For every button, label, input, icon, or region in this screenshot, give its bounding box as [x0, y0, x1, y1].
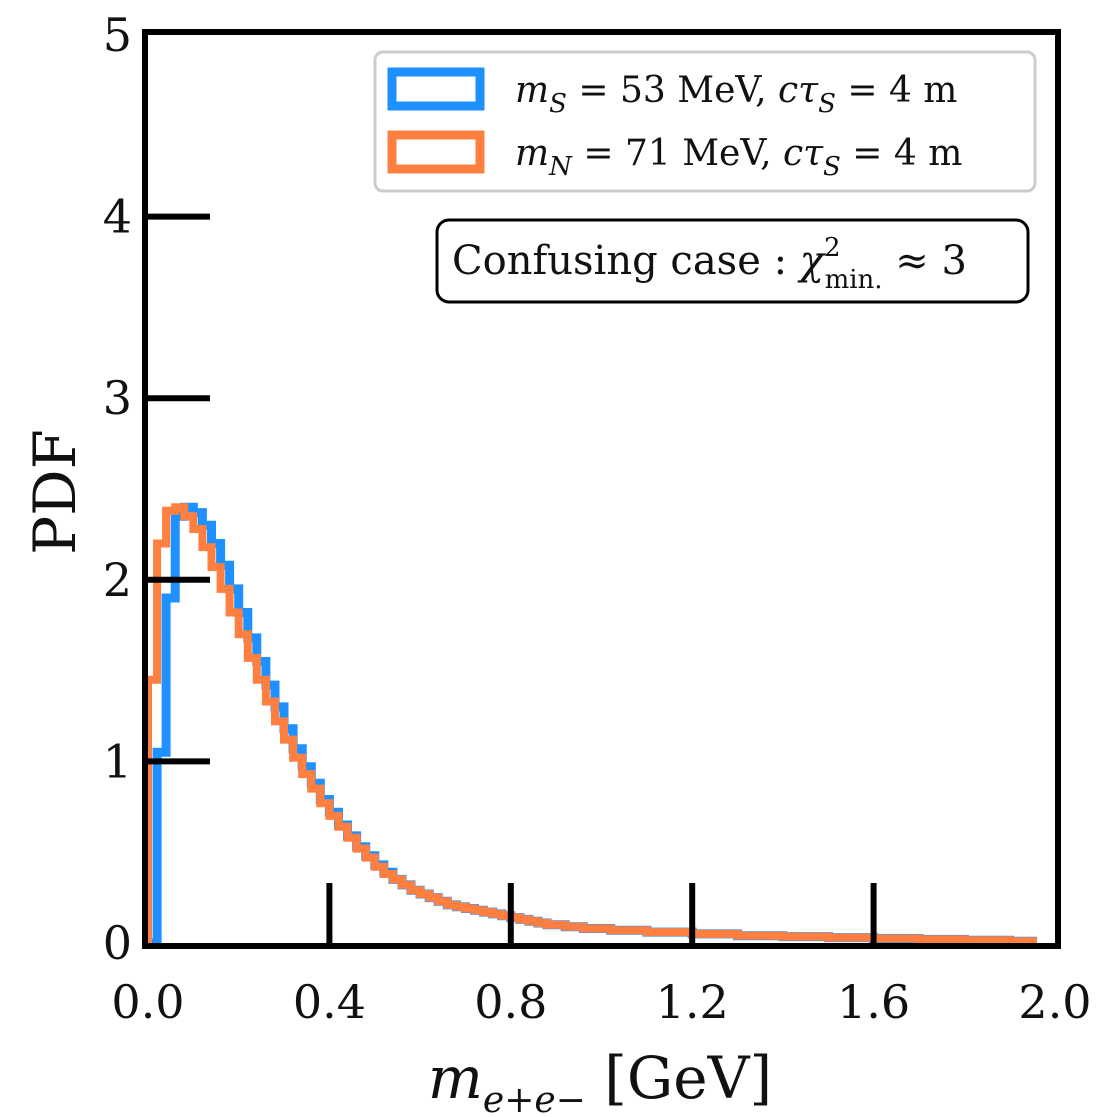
x-axis-label-unit: [GeV]: [586, 1044, 772, 1112]
series-layer: [144, 502, 1037, 948]
y-tick-label: 3: [103, 371, 132, 425]
y-tick-label: 1: [103, 734, 132, 788]
annotation-frame: [435, 218, 1030, 304]
legend-frame: [373, 50, 1037, 193]
y-tick-label: 4: [103, 190, 132, 244]
legend-swatch-mn: [387, 130, 485, 174]
x-tick-label: 1.2: [656, 975, 729, 1029]
x-axis-label: me+e− [GeV]: [428, 1044, 772, 1117]
annotation: Confusing case : χ2 min. ≈ 3: [435, 218, 1030, 304]
x-tick-label: 0.4: [293, 975, 366, 1029]
legend-label-mn: mN = 71 MeV, cτS = 4 m: [515, 133, 962, 182]
x-tick-label: 0.8: [474, 975, 547, 1029]
legend: mS = 53 MeV, cτS = 4 m mN = 71 MeV, cτS …: [373, 50, 1037, 193]
ticks-layer: 0.0 0.4 0.8 1.2 1.6 2.0 0 1 2 3 4 5: [103, 8, 1092, 1029]
plot-frame: [142, 29, 1061, 949]
legend-swatch-ms: [387, 67, 485, 111]
x-tick-label: 2.0: [1018, 975, 1091, 1029]
x-tick-label: 0.0: [111, 975, 184, 1029]
y-tick-label: 0: [103, 916, 132, 970]
y-axis-label: PDF: [21, 429, 89, 555]
y-tick-label: 5: [103, 8, 132, 62]
annotation-text: Confusing case : χ2 min. ≈ 3: [452, 233, 967, 295]
x-axis-label-sub: e+e−: [483, 1080, 586, 1117]
y-tick-label: 2: [103, 553, 132, 607]
x-axis-label-var: m: [428, 1044, 483, 1112]
legend-label-ms: mS = 53 MeV, cτS = 4 m: [515, 70, 957, 119]
series-line-1: [144, 503, 1037, 946]
x-tick-label: 1.6: [837, 975, 910, 1029]
